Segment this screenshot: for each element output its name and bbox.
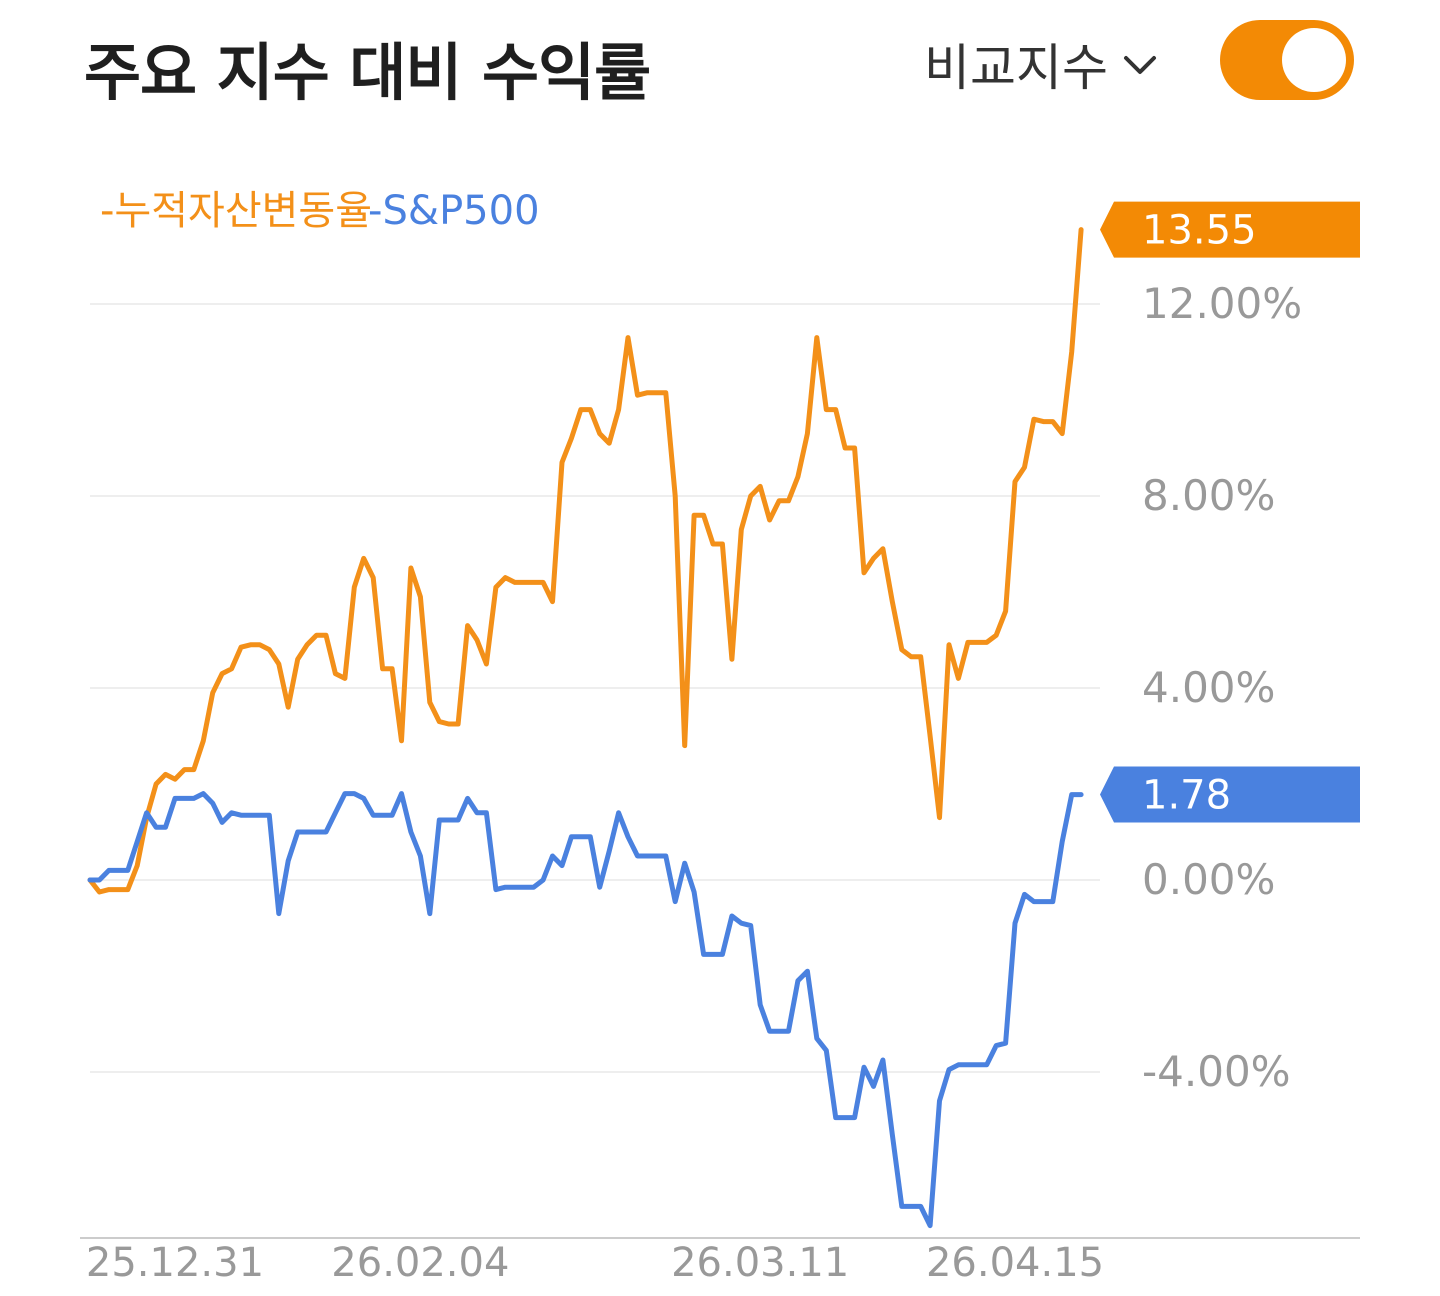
grid-lines — [90, 303, 1100, 1073]
page-title: 주요 지수 대비 수익률 — [84, 36, 651, 109]
y-tick-label: 0.00% — [1142, 855, 1275, 904]
end-value-tag-1 — [1100, 766, 1360, 823]
compare-index-dropdown[interactable]: 비교지수 — [924, 28, 1162, 100]
y-tick-label: 8.00% — [1142, 471, 1275, 520]
x-tick-label: 26.04.15 — [926, 1240, 1104, 1286]
series-lines — [87, 227, 1084, 1229]
chart-legend: -누적자산변동율-S&P500 — [100, 188, 540, 234]
end-value-tag-0 — [1100, 201, 1360, 258]
legend-entry-0: -누적자산변동율 — [100, 188, 372, 234]
end-value-label-1: 1.78 — [1142, 773, 1231, 819]
compare-index-label: 비교지수 — [924, 39, 1108, 97]
compare-toggle[interactable] — [1220, 20, 1354, 100]
x-tick-label: 26.02.04 — [331, 1240, 509, 1286]
chevron-down-icon — [1124, 56, 1156, 74]
y-tick-label: 12.00% — [1142, 279, 1302, 328]
end-value-label-0: 13.55 — [1142, 208, 1257, 254]
toggle-knob — [1282, 28, 1346, 92]
x-tick-label: 25.12.31 — [86, 1240, 264, 1286]
end-value-labels: 13.55 1.78 — [1100, 201, 1360, 823]
series-line-0 — [87, 227, 1084, 895]
x-tick-label: 26.03.11 — [671, 1240, 849, 1286]
series-line-1 — [87, 791, 1084, 1229]
y-tick-label: -4.00% — [1142, 1047, 1291, 1096]
legend-entry-1: -S&P500 — [368, 188, 539, 234]
y-tick-label: 4.00% — [1142, 663, 1275, 712]
x-axis-ticks: 25.12.31 26.02.04 26.03.11 26.04.15 — [86, 1240, 1104, 1286]
y-axis-ticks: 12.00% 8.00% 4.00% 0.00% -4.00% — [1142, 279, 1302, 1096]
